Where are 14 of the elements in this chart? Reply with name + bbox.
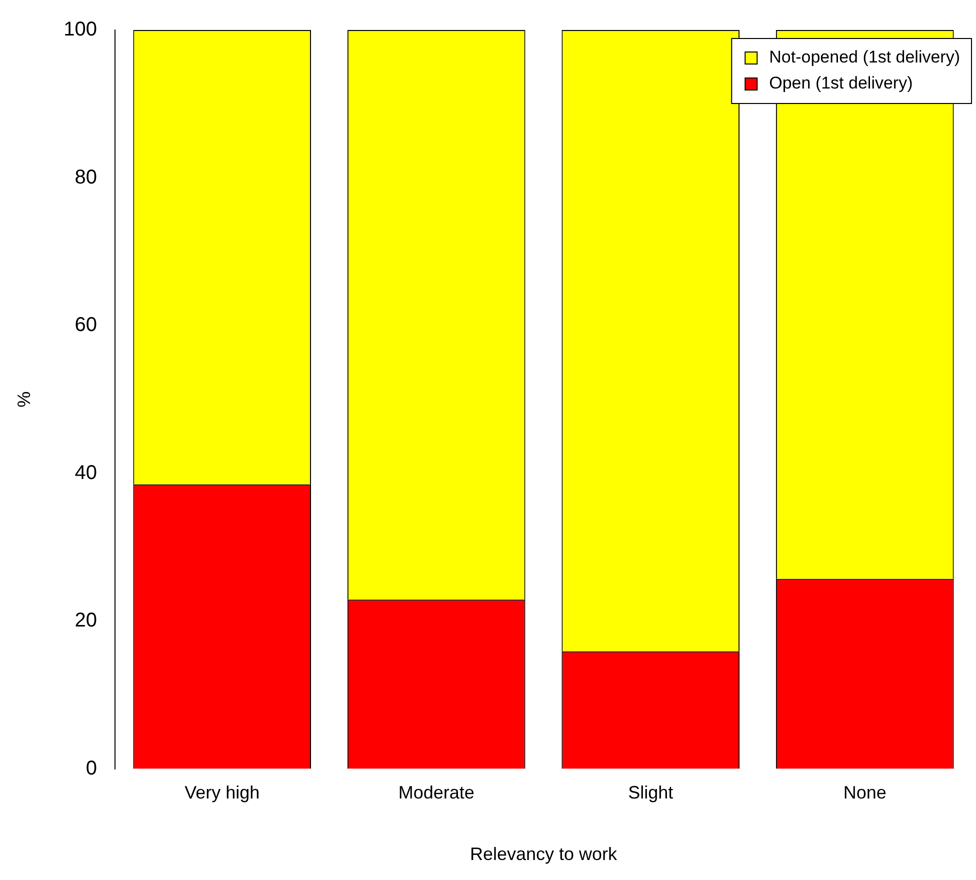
y-tick-label: 20: [74, 610, 97, 632]
y-tick-label: 0: [86, 757, 97, 780]
x-axis-title: Relevancy to work: [470, 844, 618, 864]
y-tick-label: 80: [74, 166, 97, 188]
x-tick-label: None: [843, 782, 886, 803]
y-tick-label: 100: [64, 18, 97, 41]
x-tick-label: Moderate: [398, 782, 474, 803]
y-axis-title: %: [14, 391, 34, 408]
x-tick-label: Very high: [184, 782, 260, 803]
legend-label: Not-opened (1st delivery): [769, 48, 960, 67]
y-tick-label: 40: [74, 462, 97, 484]
y-tick-label: 60: [74, 314, 97, 336]
x-tick-label: Slight: [628, 782, 674, 803]
legend-label: Open (1st delivery): [769, 74, 913, 93]
